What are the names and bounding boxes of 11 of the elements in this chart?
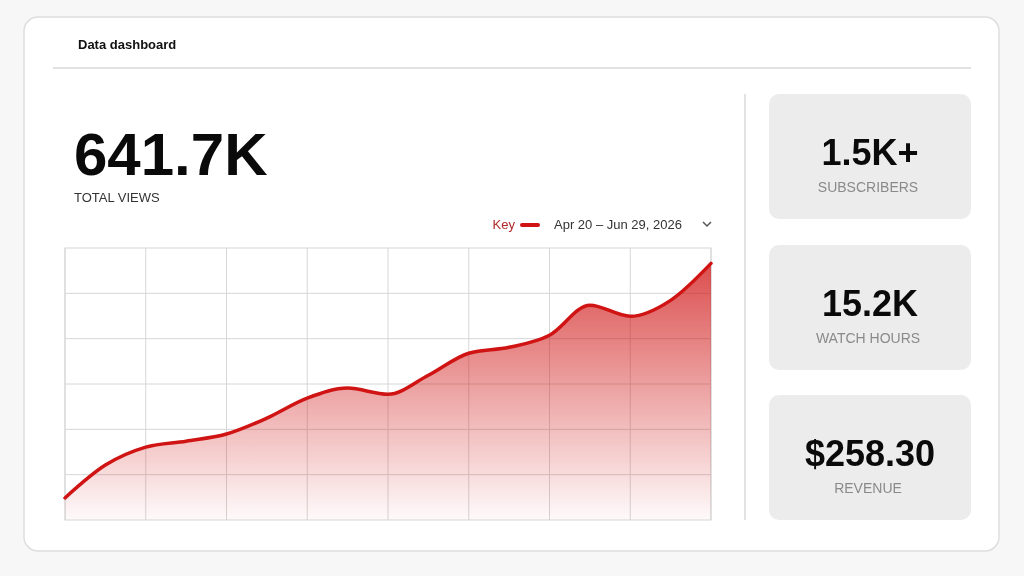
text: REVENUE [834, 480, 902, 496]
legend-label: Key [492, 217, 516, 232]
text: 641.7K [74, 121, 268, 188]
text: TOTAL VIEWS [74, 190, 161, 205]
text: 15.2K [821, 283, 919, 324]
text: 1.5K+ [821, 132, 919, 173]
text: Apr 20 – Jun 29, 2026 [554, 217, 682, 232]
chart-title: Data dashboard [78, 37, 177, 52]
text: WATCH HOURS [815, 330, 921, 346]
text: $258.30 [804, 433, 936, 474]
text: SUBSCRIBERS [817, 179, 919, 195]
